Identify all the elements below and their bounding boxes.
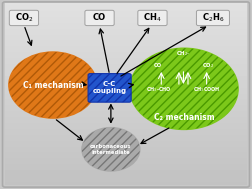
Text: C₂ mechanism: C₂ mechanism xyxy=(154,113,214,122)
Circle shape xyxy=(9,52,97,118)
Text: CH$_3$-CHO: CH$_3$-CHO xyxy=(146,85,172,94)
Text: C$_2$H$_6$: C$_2$H$_6$ xyxy=(202,12,224,24)
Text: CO: CO xyxy=(93,13,106,22)
Text: carbonaceous
intermediate: carbonaceous intermediate xyxy=(90,144,132,155)
Text: C₁ mechanism: C₁ mechanism xyxy=(23,81,83,90)
FancyBboxPatch shape xyxy=(197,10,229,26)
Text: CH$_4$: CH$_4$ xyxy=(143,12,162,24)
Text: CO$_2$: CO$_2$ xyxy=(15,12,33,24)
FancyBboxPatch shape xyxy=(138,10,167,26)
Text: CO$_2$: CO$_2$ xyxy=(202,61,215,70)
FancyBboxPatch shape xyxy=(9,10,39,26)
Circle shape xyxy=(82,128,140,171)
Circle shape xyxy=(130,48,238,129)
Text: CO: CO xyxy=(154,63,162,68)
FancyBboxPatch shape xyxy=(85,10,114,26)
FancyBboxPatch shape xyxy=(88,74,131,102)
Text: CH$_3$COOH: CH$_3$COOH xyxy=(193,85,220,94)
Text: C-C
coupling: C-C coupling xyxy=(92,81,127,94)
Text: CH$_2$·: CH$_2$· xyxy=(176,49,191,58)
